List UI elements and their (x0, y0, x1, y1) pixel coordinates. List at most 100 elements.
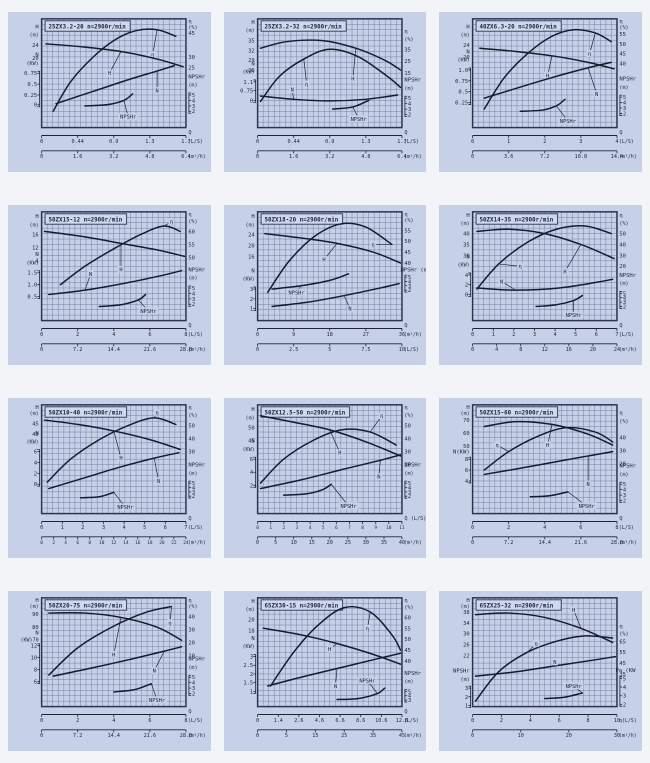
curve-label-leader (564, 244, 582, 272)
axis-tick-label: 6 (558, 718, 561, 724)
axis-unit: (m³/h) (188, 347, 206, 353)
axis-unit: (L/S) (188, 139, 203, 145)
axis-tick-label: 10 (290, 540, 296, 546)
plot-grid (472, 404, 618, 514)
flow-axis-symbol: Q (404, 130, 407, 136)
axis-tick-label: 14.4 (611, 154, 623, 160)
curve-label: H (546, 443, 549, 449)
axis-unit: (L/S) (188, 525, 203, 531)
curve-label-leader (588, 67, 598, 94)
axis-tick-label: 4 (554, 332, 557, 338)
curve-label: N (587, 482, 590, 488)
axis-unit: (m) (461, 411, 470, 417)
curve-NPSHr (335, 687, 386, 701)
axis-tick-label: 7.2 (73, 733, 82, 739)
curve-label: NPSHr (560, 119, 576, 125)
chart-title-box (260, 20, 347, 32)
flow-axis-symbol: Q (404, 323, 407, 329)
axis-group-η: η (%) 50 40 30 20 (620, 213, 629, 270)
axis-group-N: N (KW) 3 2.5 2 1.5 1 (242, 636, 256, 695)
axis-tick-label: 38 (463, 610, 470, 616)
axis-tick-label: 22 (463, 653, 470, 659)
curve-label: η (496, 443, 499, 449)
axis-tick-label: 1 (250, 307, 253, 313)
axis-unit: (m) (188, 83, 197, 89)
axis-symbol: NPSHr (453, 669, 470, 675)
axis-unit: (m) (245, 415, 254, 421)
axis-tick-label: 2 (465, 283, 468, 289)
axis-group-H: H (m) 35 32 29 26 (245, 20, 254, 74)
plot-frame (256, 211, 403, 322)
axis-tick-label: 4 (35, 259, 38, 265)
axis-tick-label: 2 (250, 483, 253, 489)
axis-unit: (m) (245, 28, 254, 34)
chart-title: 65ZX30-15 n=2900r/min (264, 604, 338, 610)
axis-unit: (%) (620, 632, 629, 638)
axis-tick-label: 40 (188, 437, 195, 443)
curve-label-bg (288, 85, 296, 93)
axis-group-η: η(%) 55 50 45 40 (404, 212, 413, 267)
curve-label-bg (153, 87, 161, 94)
axis-tick-label: 3 (408, 107, 411, 113)
curve-label-bg (336, 449, 343, 457)
axis-group-η: η (%) 35 25 15 (404, 29, 413, 77)
axis-tick-label: 2 (623, 304, 626, 310)
axis-unit: (m) (188, 665, 197, 671)
axis-symbol: H (251, 599, 254, 605)
axis-tick-label: 4.8 (361, 154, 370, 160)
curve-NPSHr (98, 293, 147, 308)
axis-tick-label: 20 (566, 733, 572, 739)
axis-group-Pa-KW: Pa (KW 5 4 3 2 (616, 668, 637, 708)
chart-panel-50ZX18-20: 50ZX18-20 n=2900r/min H (m) 24 20 16 N (KW) 3 2 1 η… (223, 205, 427, 365)
axis-tick-label: 30 (614, 733, 620, 739)
axis-unit: (KW) (242, 447, 254, 453)
axis-tick-label: 0.9 (325, 139, 334, 145)
axis-symbol: η (620, 624, 623, 630)
axis-tick-label: 6 (250, 457, 253, 463)
axis-tick-label: 7 (616, 332, 619, 338)
curve-label: NPSHr (120, 115, 136, 121)
axis-symbol: NPSHr (620, 464, 637, 470)
axis-tick-label: 2 (282, 525, 285, 531)
axis-tick-label: 4.6 (315, 718, 324, 724)
curve-label-bg (552, 658, 559, 666)
x-axis-secondary: 0 1.6 3.2 4.8 6.4(m³/h) (256, 150, 421, 160)
axis-tick-label: 40 (32, 432, 39, 438)
axis-symbol: N (35, 252, 38, 258)
axis-tick-label: 0 (34, 482, 37, 488)
axis-tick-label: 40 (399, 540, 405, 546)
axis-tick-label: 20 (159, 540, 165, 546)
axis-bracket (37, 270, 41, 300)
axis-tick-label: 14 (123, 540, 129, 546)
curve-label-bg (147, 696, 167, 704)
axis-tick-label: 2.5 (289, 347, 298, 353)
axis-tick-label: 24 (183, 540, 189, 546)
axis-tick-label: 6 (335, 525, 338, 531)
curve-label-leader (109, 51, 122, 74)
axis-tick-label: 15 (312, 733, 318, 739)
axis-tick-label: 1.5 (243, 681, 253, 687)
curve-N (476, 278, 614, 291)
axis-tick-label: 0 (40, 540, 43, 546)
axis-bracket (253, 79, 256, 103)
axis-bracket (188, 674, 192, 696)
axis-tick-label: 0 (40, 154, 43, 160)
axis-tick-label: 21.6 (575, 540, 587, 546)
curve-label-bg (349, 75, 356, 83)
curve-NPSHr (270, 273, 349, 290)
axis-unit: (m³/h) (619, 154, 637, 160)
plot-grid (41, 211, 187, 321)
axis-tick-label: 3 (408, 284, 411, 290)
axis-unit: (m³/h) (404, 540, 422, 546)
chart-title-box (44, 213, 128, 225)
curve-label-bg (498, 277, 505, 285)
curve-label-bg (586, 50, 594, 58)
axis-group-N: N (KW) 1.0 0.75 0.5 0.25 (455, 49, 472, 107)
axis-tick-label: 50 (404, 423, 411, 429)
axis-group-NPSHr: NPSHr (m) 3 2 1 (453, 669, 472, 709)
axis-tick-label: 45 (188, 31, 195, 37)
axis-tick-label: 1.3 (145, 139, 154, 145)
curve-label: H (119, 267, 122, 273)
